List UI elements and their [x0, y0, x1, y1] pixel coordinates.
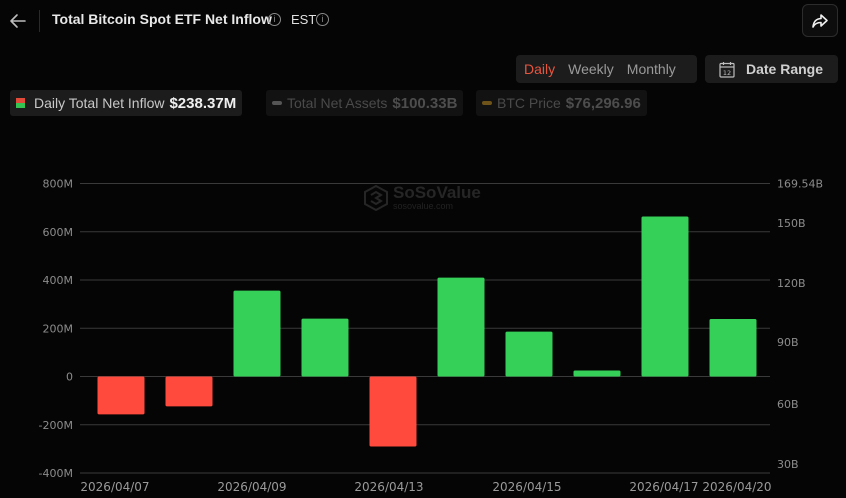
x-tick-label: 2026/04/17 [629, 480, 698, 494]
y-left-tick: 800M [43, 178, 74, 191]
bar-2026/04/17 [641, 216, 689, 377]
period-monthly[interactable]: Monthly [626, 61, 676, 77]
y-axis-left: 800M 600M 400M 200M 0 -200M -400M [39, 178, 73, 481]
date-range-button[interactable]: 12 Date Range [705, 55, 838, 83]
timezone-label: EST [291, 12, 317, 27]
bar-2026/04/13 [369, 376, 417, 447]
y-axis-right: 169.54B 150B 120B 90B 60B 30B [777, 178, 823, 472]
bar-2026/04/08 [165, 376, 213, 407]
line-swatch-icon [272, 101, 282, 105]
share-button[interactable] [802, 4, 838, 37]
bar-2026/04/14 [437, 277, 485, 377]
legend-item-total-net-assets[interactable]: Total Net Assets $100.33B [266, 90, 464, 116]
bar-2026/04/15 [505, 331, 553, 377]
bar-2026/04/07 [97, 376, 145, 415]
x-tick-label: 2026/04/13 [354, 480, 423, 494]
x-tick-label: 2026/04/15 [492, 480, 561, 494]
timezone-info-icon[interactable]: i [316, 13, 329, 26]
y-left-tick: 200M [43, 322, 74, 335]
arrow-left-icon [10, 14, 26, 28]
bar-2026/04/10 [301, 318, 349, 377]
date-range-label: Date Range [746, 61, 824, 77]
y-left-tick: -400M [39, 467, 73, 480]
calendar-icon: 12 [719, 61, 735, 78]
y-left-tick: -200M [39, 419, 73, 432]
period-selector: Daily Weekly Monthly [516, 55, 697, 83]
y-right-tick: 150B [777, 217, 806, 230]
legend-value: $76,296.96 [565, 94, 641, 112]
x-tick-label: 2026/04/20 [702, 480, 771, 494]
bars [97, 216, 757, 447]
line-swatch-icon [482, 101, 492, 105]
legend-value: $100.33B [392, 94, 458, 112]
info-icon[interactable]: i [268, 13, 281, 26]
legend-label: Daily Total Net Inflow [34, 95, 165, 111]
y-left-tick: 600M [43, 226, 74, 239]
back-button[interactable] [8, 9, 28, 33]
x-tick-label: 2026/04/07 [80, 480, 149, 494]
legend-label: BTC Price [497, 95, 561, 111]
x-tick-label: 2026/04/09 [217, 480, 286, 494]
bar-2026/04/16 [573, 370, 621, 377]
y-right-tick: 30B [777, 458, 799, 471]
header-divider [39, 10, 40, 32]
y-right-tick: 60B [777, 398, 799, 411]
svg-text:12: 12 [723, 69, 731, 77]
page-title: Total Bitcoin Spot ETF Net Inflow [52, 11, 272, 27]
y-right-tick: 169.54B [777, 178, 823, 191]
legend-item-daily-inflow[interactable]: Daily Total Net Inflow $238.37M [10, 90, 243, 116]
legend-item-btc-price[interactable]: BTC Price $76,296.96 [476, 90, 647, 116]
share-icon [812, 13, 828, 28]
y-left-tick: 400M [43, 274, 74, 287]
watermark-name: SoSoValue [393, 183, 481, 202]
watermark: SoSoValue sosovalue.com [364, 184, 481, 211]
x-axis: 2026/04/07 2026/04/09 2026/04/13 2026/04/15… [80, 480, 771, 494]
sosovalue-logo-icon [364, 184, 388, 211]
bar-2026/04/20 [709, 318, 757, 377]
legend-label: Total Net Assets [287, 95, 388, 111]
period-weekly[interactable]: Weekly [568, 61, 614, 77]
header: Total Bitcoin Spot ETF Net Inflow i EST … [0, 0, 846, 44]
bar-2026/04/09 [233, 290, 281, 377]
y-right-tick: 120B [777, 277, 806, 290]
y-right-tick: 90B [777, 336, 799, 349]
y-left-tick: 0 [66, 371, 73, 384]
period-daily[interactable]: Daily [524, 61, 556, 77]
watermark-domain: sosovalue.com [393, 201, 454, 211]
legend-value: $238.37M [169, 94, 237, 112]
inflow-swatch-icon [16, 98, 25, 108]
